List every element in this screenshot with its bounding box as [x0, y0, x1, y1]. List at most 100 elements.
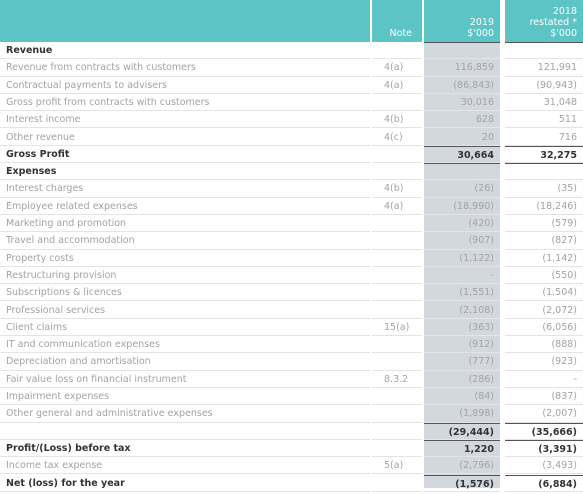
value-2018: [505, 163, 583, 181]
note: [372, 163, 422, 181]
value-2018: (3,391): [505, 439, 583, 458]
table-row: (29,444) (35,666): [0, 422, 583, 440]
value-2019: (29,444): [424, 422, 500, 440]
note: [372, 440, 422, 458]
row-label: Depreciation and amortisation: [0, 353, 370, 371]
table-row: Employee related expenses 4(a) (18,990) (18…: [0, 198, 583, 215]
value-2018: (837): [505, 388, 583, 406]
row-label: [0, 423, 370, 440]
value-2018: (1,504): [505, 284, 583, 302]
value-2019: (1,122): [424, 250, 500, 267]
table-row: Restructuring provision - (550): [0, 267, 583, 285]
table-row: Fair value loss on financial instrument 8…: [0, 371, 583, 388]
note: 4(a): [372, 198, 422, 215]
value-2018: 31,048: [505, 94, 583, 112]
row-label: Restructuring provision: [0, 267, 370, 285]
table-row: Other general and administrative expense…: [0, 405, 583, 423]
note: [372, 42, 422, 60]
row-label: Travel and accommodation: [0, 232, 370, 250]
note: [372, 405, 422, 423]
header-text: $'000: [467, 28, 494, 39]
value-2019: 20: [424, 129, 500, 146]
value-2019: (1,898): [424, 405, 500, 423]
note: [372, 284, 422, 302]
row-label: Revenue: [0, 42, 370, 60]
row-label: Impairment expenses: [0, 388, 370, 406]
note: [372, 146, 422, 164]
table-row: Interest charges 4(b) (26) (35): [0, 180, 583, 198]
note: [372, 94, 422, 112]
note: 4(b): [372, 180, 422, 198]
value-2019: (286): [424, 371, 500, 388]
value-2018: (550): [505, 267, 583, 285]
row-label: Employee related expenses: [0, 198, 370, 215]
value-2018: (923): [505, 353, 583, 371]
value-2018: [505, 42, 583, 60]
note: [372, 475, 422, 492]
value-2018: (18,246): [505, 198, 583, 215]
value-2019: [424, 163, 500, 181]
header-2019: 2019 $'000: [424, 0, 500, 42]
note: 5(a): [372, 457, 422, 475]
table-row: Gross profit from contracts with custome…: [0, 94, 583, 112]
value-2019: (2,108): [424, 302, 500, 319]
note: [372, 215, 422, 233]
table-row: Revenue: [0, 42, 583, 60]
value-2019: (363): [424, 319, 500, 337]
note: [372, 353, 422, 371]
header-text: $'000: [550, 28, 577, 39]
value-2019: [424, 42, 500, 60]
value-2019: 628: [424, 111, 500, 129]
row-label: Property costs: [0, 250, 370, 267]
row-label: Professional services: [0, 302, 370, 319]
value-2018: (2,007): [505, 405, 583, 423]
value-2018: (35): [505, 180, 583, 198]
value-2018: (2,072): [505, 302, 583, 319]
value-2019: (1,551): [424, 284, 500, 302]
table-row: Expenses: [0, 163, 583, 181]
table-row: IT and communication expenses (912) (888): [0, 336, 583, 354]
table-row: Interest income 4(b) 628 511: [0, 111, 583, 129]
row-label: Net (loss) for the year: [0, 475, 370, 492]
note: [372, 423, 422, 440]
table-row: Subscriptions & licences (1,551) (1,504): [0, 284, 583, 302]
table-row: Client claims 15(a) (363) (6,056): [0, 319, 583, 337]
value-2018: (3,493): [505, 457, 583, 475]
column-shade: [424, 42, 500, 488]
row-label: Other revenue: [0, 129, 370, 146]
header-note: Note: [372, 0, 422, 42]
row-label: Interest charges: [0, 180, 370, 198]
value-2018: (6,884): [505, 474, 583, 492]
row-label: Gross Profit: [0, 146, 370, 164]
header-text: Note: [389, 28, 413, 39]
table-row: Gross Profit 30,664 32,275: [0, 145, 583, 164]
row-label: Gross profit from contracts with custome…: [0, 94, 370, 112]
value-2018: 511: [505, 111, 583, 129]
row-label: Income tax expense: [0, 457, 370, 475]
value-2018: 121,991: [505, 59, 583, 77]
value-2019: (2,796): [424, 457, 500, 475]
row-label: Profit/(Loss) before tax: [0, 440, 370, 458]
note: [372, 232, 422, 250]
table-row: Other revenue 4(c) 20 716: [0, 129, 583, 146]
header-text: 2018: [552, 6, 577, 17]
row-label: Revenue from contracts with customers: [0, 59, 370, 77]
value-2018: (1,142): [505, 250, 583, 267]
row-label: Fair value loss on financial instrument: [0, 371, 370, 388]
value-2019: (84): [424, 388, 500, 406]
table-row: Profit/(Loss) before tax 1,220 (3,391): [0, 439, 583, 458]
header-band: [0, 0, 370, 42]
note: [372, 388, 422, 406]
value-2018: (90,943): [505, 77, 583, 94]
note: [372, 302, 422, 319]
value-2018: (827): [505, 232, 583, 250]
value-2019: 30,016: [424, 94, 500, 112]
value-2019: (26): [424, 180, 500, 198]
value-2019: (1,576): [424, 474, 500, 492]
value-2019: (86,843): [424, 77, 500, 94]
value-2019: (907): [424, 232, 500, 250]
header-text: 2019: [469, 17, 494, 28]
note: 4(c): [372, 129, 422, 146]
value-2018: 32,275: [505, 145, 583, 164]
